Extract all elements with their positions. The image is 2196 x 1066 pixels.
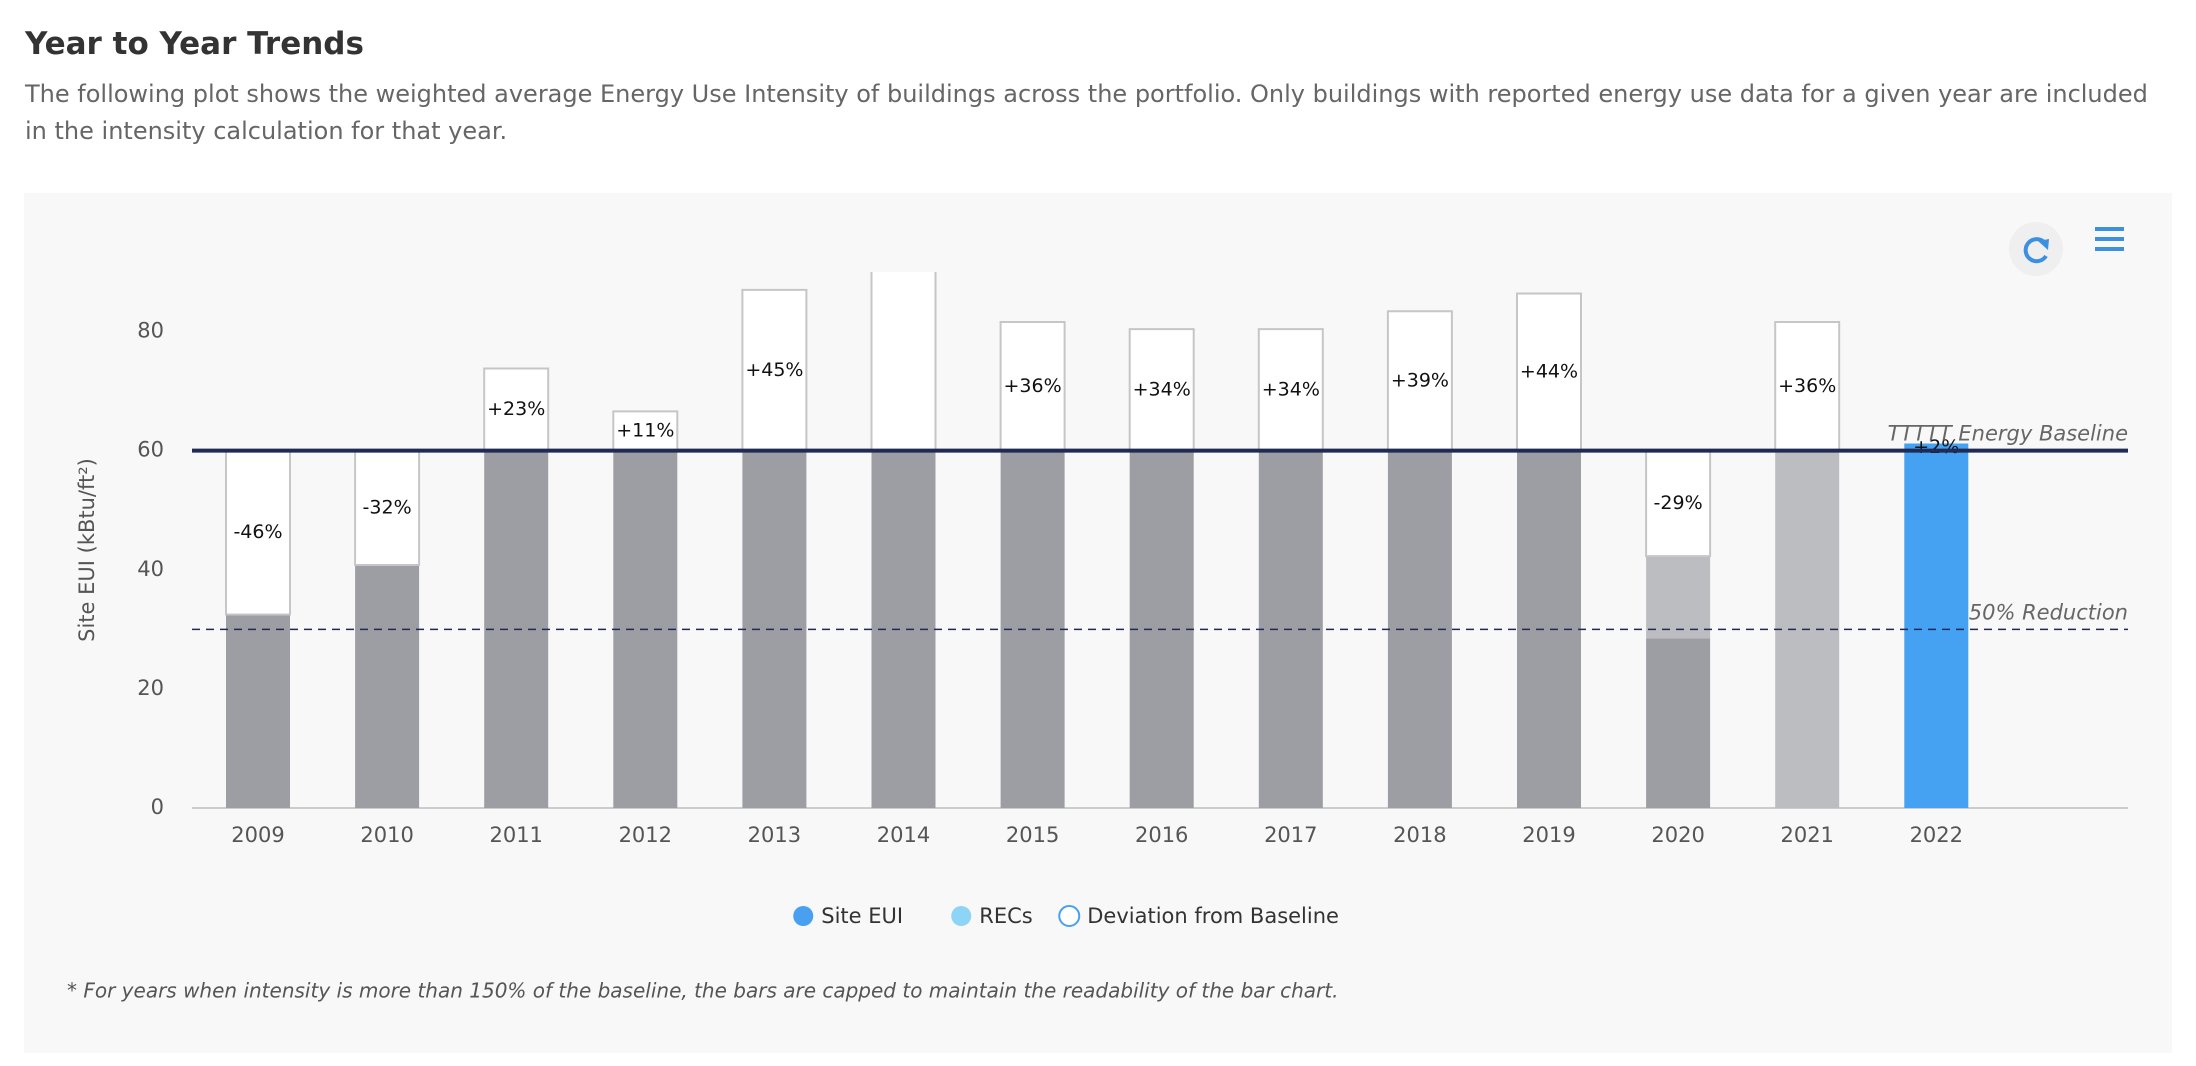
deviation-label: -46% [233,521,282,543]
y-axis-title: Site EUI (kBtu/ft²) [75,458,99,642]
page-title: Year to Year Trends [25,26,364,62]
reset-button[interactable] [2009,222,2063,276]
x-tick-label: 2022 [1910,823,1963,847]
deviation-label: +34% [1262,378,1320,400]
x-tick-label: 2009 [231,823,284,847]
bar-segment [226,614,290,808]
legend-marker [951,906,972,926]
x-tick-label: 2015 [1006,823,1059,847]
legend-label: Deviation from Baseline [1087,904,1339,928]
deviation-label: +11% [616,420,674,442]
x-tick-label: 2020 [1651,823,1704,847]
x-tick-label: 2011 [489,823,542,847]
deviation-label: +23% [487,398,545,420]
x-tick-label: 2017 [1264,823,1317,847]
bar-segment [1646,638,1711,808]
y-tick-label: 40 [137,557,164,581]
legend-marker [1058,905,1081,927]
footnote: * For years when intensity is more than … [67,979,1338,1003]
deviation-label: +45% [745,359,803,381]
menu-button[interactable] [2095,227,2124,251]
deviation-bar [870,272,937,452]
x-tick-label: 2021 [1780,823,1833,847]
y-tick-label: 20 [137,676,164,700]
bar-segment [355,565,420,808]
deviation-label: -32% [363,496,412,518]
bar-segment [1646,556,1711,639]
legend-marker [793,906,814,926]
deviation-label: +36% [1778,375,1836,397]
x-tick-label: 2016 [1135,823,1188,847]
bar-segment [1904,443,1969,808]
legend-label: RECs [979,904,1032,928]
x-tick-label: 2010 [360,823,413,847]
deviation-label: +34% [1133,378,1191,400]
reference-label: TTTTT Energy Baseline [1888,422,2128,446]
y-tick-label: 80 [137,319,164,343]
deviation-label: +36% [1004,375,1062,397]
deviation-label: +44% [1520,361,1578,383]
description: The following plot shows the weighted av… [25,80,2148,145]
x-tick-label: 2012 [619,823,672,847]
x-tick-label: 2013 [748,823,801,847]
x-tick-label: 2019 [1522,823,1575,847]
legend-label: Site EUI [821,904,903,928]
y-tick-label: 60 [137,438,164,462]
x-tick-label: 2018 [1393,823,1446,847]
deviation-label: +39% [1391,369,1449,391]
deviation-label: -29% [1654,492,1703,514]
reference-label: 50% Reduction [1969,600,2128,624]
x-tick-label: 2014 [877,823,930,847]
y-tick-label: 0 [151,795,164,819]
